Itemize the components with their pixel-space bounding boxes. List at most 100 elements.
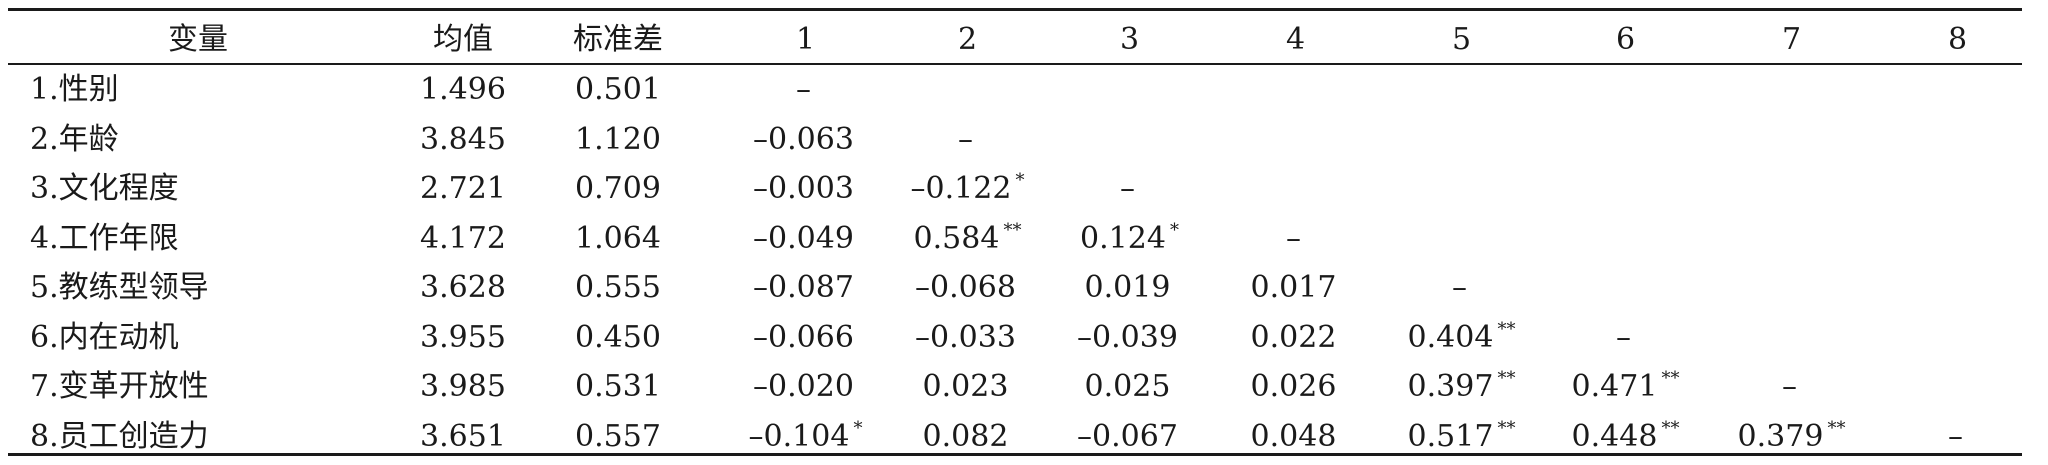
- cell-c1: –0.020: [728, 363, 883, 411]
- cell-c1: –0.087: [728, 264, 883, 312]
- cell-value: 0.022: [1250, 319, 1337, 355]
- cell-value: 0.017: [1250, 270, 1337, 305]
- cell-value: 3.985: [420, 369, 506, 404]
- cell-sd: 0.450: [538, 314, 698, 362]
- cell-sd: 0.557: [538, 413, 698, 461]
- cell-c5: [1384, 215, 1539, 263]
- cell-c4: [1218, 66, 1373, 114]
- cell-c1: –0.049: [728, 215, 883, 263]
- cell-c4: 0.026: [1218, 363, 1373, 411]
- cell-c3: –0.067: [1052, 413, 1207, 461]
- cell-value: –0.033: [915, 319, 1016, 355]
- cell-mean: 3.845: [388, 116, 538, 164]
- cell-c4: 0.048: [1218, 413, 1373, 461]
- header-sd: 标准差: [573, 22, 663, 57]
- cell-c2: –: [890, 116, 1045, 164]
- cell-value: –0.068: [915, 270, 1016, 305]
- cell-value: –0.104: [748, 418, 850, 454]
- cell-value: –: [1120, 171, 1135, 206]
- cell-c6: 0.448 **: [1548, 413, 1703, 461]
- cell-c4: [1218, 116, 1373, 164]
- cell-c1: –0.063: [728, 116, 883, 164]
- significance-mark: **: [1827, 417, 1846, 439]
- cell-c2: [890, 66, 1045, 114]
- cell-value: 3.651: [420, 418, 506, 454]
- cell-sd: 0.531: [538, 363, 698, 411]
- cell-c5: –: [1384, 264, 1539, 312]
- cell-c3: 0.019: [1052, 264, 1207, 312]
- cell-value: 0.397: [1407, 369, 1494, 404]
- cell-sd: 0.709: [538, 165, 698, 213]
- cell-value: –: [1948, 418, 1963, 454]
- cell-c8: [1880, 165, 2035, 213]
- cell-c8: [1880, 363, 2035, 411]
- cell-c8: –: [1880, 413, 2035, 461]
- cell-c3: [1052, 66, 1207, 114]
- cell-value: –0.003: [753, 171, 854, 206]
- cell-value: –0.066: [753, 319, 854, 355]
- cell-value: 0.501: [575, 72, 661, 107]
- cell-c3: 0.124 *: [1052, 215, 1207, 263]
- top-rule: [8, 8, 2022, 11]
- cell-c6: [1548, 165, 1703, 213]
- cell-value: 0.048: [1250, 418, 1337, 454]
- cell-c7: [1714, 116, 1869, 164]
- cell-sd: 0.555: [538, 264, 698, 312]
- cell-c3: 0.025: [1052, 363, 1207, 411]
- cell-c7: [1714, 264, 1869, 312]
- cell-c7: –: [1714, 363, 1869, 411]
- cell-value: 0.448: [1571, 418, 1658, 454]
- significance-mark: **: [1497, 417, 1516, 439]
- cell-mean: 3.628: [388, 264, 538, 312]
- cell-value: 0.379: [1737, 418, 1824, 454]
- header-variable: 变量: [168, 22, 228, 57]
- header-col-3: 3: [1119, 22, 1140, 57]
- cell-c5: [1384, 165, 1539, 213]
- cell-c7: [1714, 165, 1869, 213]
- cell-c1: –0.003: [728, 165, 883, 213]
- header-rule: [8, 63, 2022, 65]
- header-col-1: 1: [795, 22, 816, 57]
- variable-label: 3.文化程度: [30, 171, 179, 206]
- cell-c7: [1714, 66, 1869, 114]
- cell-value: 0.023: [922, 369, 1009, 404]
- cell-value: –0.087: [753, 270, 854, 305]
- variable-label: 1.性别: [30, 72, 119, 107]
- header-col-5: 5: [1451, 22, 1472, 57]
- table-row: 7.变革开放性 3.985 0.531 –0.020 0.023 0.025 0.026 0.…: [8, 363, 2022, 411]
- variable-label: 5.教练型领导: [30, 270, 209, 305]
- cell-c1: –0.104 *: [728, 413, 883, 461]
- cell-c6: [1548, 215, 1703, 263]
- table-row: 2.年龄 3.845 1.120 –0.063 –: [8, 116, 2022, 164]
- cell-mean: 1.496: [388, 66, 538, 114]
- cell-c3: –0.039: [1052, 314, 1207, 362]
- cell-c2: 0.023: [890, 363, 1045, 411]
- cell-value: 1.120: [575, 121, 661, 157]
- cell-c6: [1548, 116, 1703, 164]
- cell-value: –0.039: [1077, 319, 1178, 355]
- cell-value: –0.020: [753, 369, 854, 404]
- cell-value: 0.019: [1084, 270, 1171, 305]
- variable-label: 6.内在动机: [30, 319, 179, 355]
- cell-value: –: [1286, 220, 1301, 256]
- cell-value: 0.450: [575, 319, 661, 355]
- variable-label: 7.变革开放性: [30, 369, 209, 404]
- cell-c2: 0.082: [890, 413, 1045, 461]
- cell-value: 0.471: [1571, 369, 1658, 404]
- cell-c4: –: [1218, 215, 1373, 263]
- cell-value: –: [1452, 270, 1467, 305]
- significance-mark: *: [1169, 219, 1179, 241]
- cell-value: 0.709: [575, 171, 661, 206]
- cell-mean: 2.721: [388, 165, 538, 213]
- cell-value: 0.531: [575, 369, 661, 404]
- variable-label: 2.年龄: [30, 121, 119, 157]
- cell-c5: [1384, 116, 1539, 164]
- header-col-8: 8: [1947, 22, 1968, 57]
- cell-c4: [1218, 165, 1373, 213]
- cell-value: 2.721: [420, 171, 506, 206]
- cell-value: 0.517: [1407, 418, 1494, 454]
- table-row: 4.工作年限 4.172 1.064 –0.049 0.584 ** 0.124 * –: [8, 215, 2022, 263]
- cell-c2: –0.122 *: [890, 165, 1045, 213]
- cell-value: 3.845: [420, 121, 506, 157]
- cell-value: 0.082: [922, 418, 1009, 454]
